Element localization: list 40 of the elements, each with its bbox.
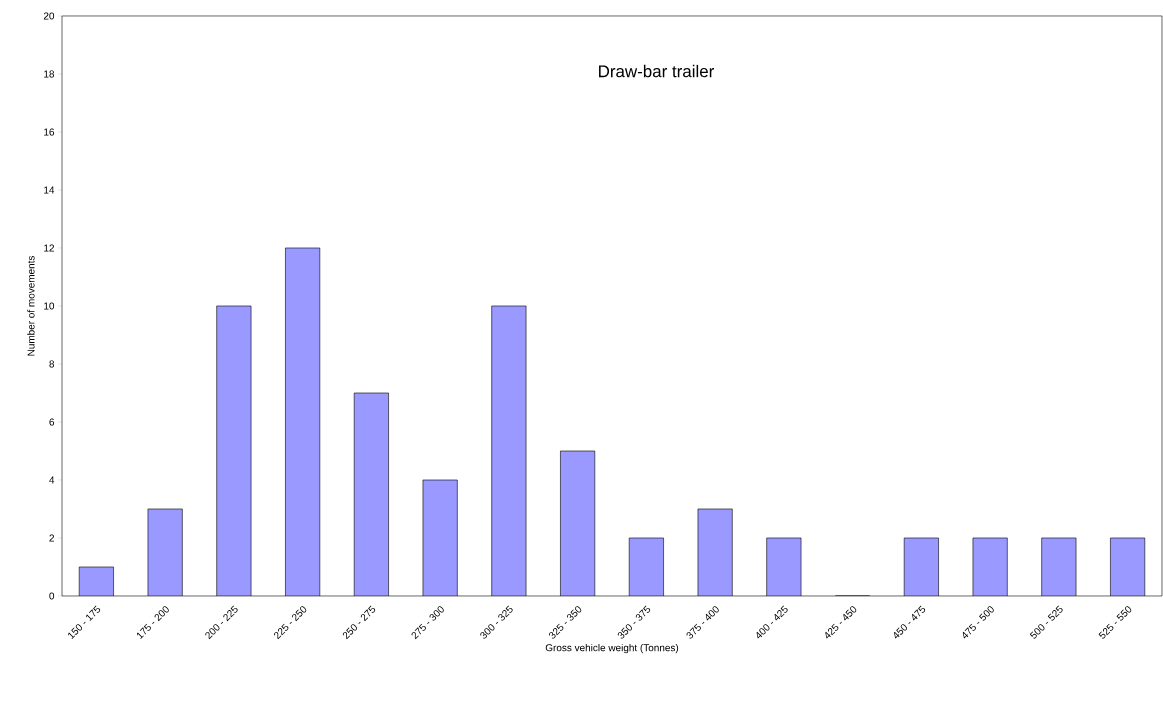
bar xyxy=(353,392,389,596)
x-tick-label: 350 - 375 xyxy=(617,605,651,639)
x-tick-label: 400 - 425 xyxy=(756,605,788,639)
bar xyxy=(903,537,939,596)
x-tick-label: 275 - 300 xyxy=(411,606,444,640)
y-tick-label: 2 xyxy=(49,534,54,542)
bar xyxy=(491,305,527,596)
x-tick-label: 325 - 350 xyxy=(549,606,582,639)
bar xyxy=(560,450,596,596)
x-tick-label: 375 - 400 xyxy=(686,606,719,639)
x-tick-label: 150 - 175 xyxy=(68,605,101,640)
x-tick-label: 475 - 500 xyxy=(962,606,994,639)
bar xyxy=(628,537,664,596)
bar xyxy=(1041,537,1077,596)
bar xyxy=(1110,537,1146,596)
bar xyxy=(422,479,458,596)
bar xyxy=(285,247,321,596)
y-tick-label: 8 xyxy=(49,360,55,368)
y-tick-label: 0 xyxy=(49,592,55,600)
y-axis-title: Number of movements xyxy=(27,255,35,356)
y-tick-label: 6 xyxy=(49,418,55,426)
bar xyxy=(216,305,252,596)
bar xyxy=(766,537,802,596)
y-tick-label: 18 xyxy=(44,70,55,78)
x-tick-label: 450 - 475 xyxy=(894,605,926,639)
x-tick-label: 300 - 325 xyxy=(480,605,513,639)
bar xyxy=(147,508,183,596)
y-tick-label: 4 xyxy=(49,476,55,484)
x-tick-label: 425 - 450 xyxy=(825,606,857,639)
x-axis-title: Gross vehicle weight (Tonnes) xyxy=(545,643,679,654)
x-tick-label: 500 - 525 xyxy=(1029,605,1063,639)
x-tick-label: 525 - 550 xyxy=(1098,606,1132,639)
bar xyxy=(972,537,1008,596)
text: Draw-bar trailer xyxy=(599,64,715,78)
y-tick-label: 14 xyxy=(44,186,55,194)
y-tick-label: 12 xyxy=(44,244,54,252)
y-tick-label: 16 xyxy=(44,128,55,136)
y-tick-label: 20 xyxy=(43,12,55,20)
bar xyxy=(697,508,733,596)
y-tick-label: 10 xyxy=(44,302,55,310)
